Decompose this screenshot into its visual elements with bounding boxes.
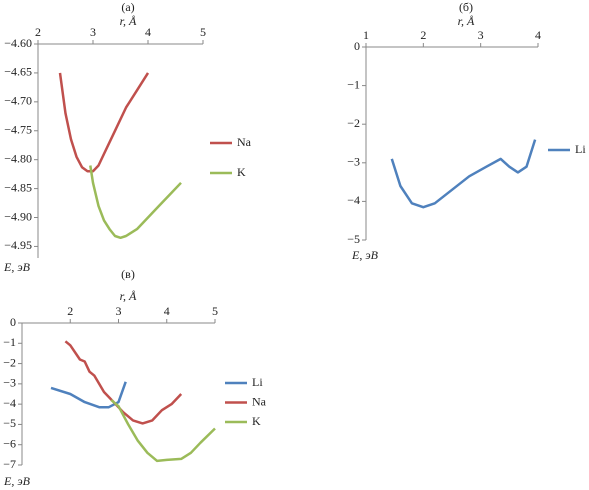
y-tick-label: −4 <box>347 193 360 207</box>
y-tick-label: −4.70 <box>4 94 32 108</box>
chart-title: (а) <box>121 0 134 14</box>
y-axis-label: E, эВ <box>3 474 31 488</box>
x-tick-label: 2 <box>420 28 426 42</box>
y-tick-label: 0 <box>10 315 16 329</box>
y-tick-label: −4.65 <box>4 65 32 79</box>
data-line <box>390 139 537 209</box>
x-tick-label: 3 <box>116 304 122 318</box>
x-tick-label: 5 <box>212 304 218 318</box>
x-tick-label: 2 <box>35 25 41 39</box>
legend-label: Li <box>575 142 586 156</box>
y-tick-label: −4.75 <box>4 123 32 137</box>
y-tick-label: −5 <box>3 416 16 430</box>
y-tick-label: −5 <box>347 232 360 246</box>
x-tick-label: 5 <box>200 25 206 39</box>
x-tick-label: 4 <box>164 304 170 318</box>
y-tick-label: −1 <box>3 335 16 349</box>
legend-label: K <box>252 414 261 428</box>
y-tick-label: −4.90 <box>4 209 32 223</box>
y-tick-label: −4 <box>3 396 16 410</box>
legend-label: Na <box>252 394 267 408</box>
y-tick-label: −4.80 <box>4 151 32 165</box>
data-line <box>89 165 182 240</box>
data-line <box>64 340 183 425</box>
legend-label: Na <box>237 135 252 149</box>
x-axis-label: r, Å <box>458 14 475 28</box>
x-axis-label: r, Å <box>120 289 137 303</box>
y-tick-label: −3 <box>3 376 16 390</box>
x-axis-label: r, Å <box>120 14 137 28</box>
y-tick-label: −4.85 <box>4 180 32 194</box>
y-tick-label: −1 <box>347 77 360 91</box>
legend-label: K <box>237 165 246 179</box>
chart-title: (в) <box>121 267 135 281</box>
data-line <box>50 381 127 409</box>
y-tick-label: −4.60 <box>4 36 32 50</box>
chart-title: (б) <box>459 0 473 14</box>
y-axis-label: E, эВ <box>3 260 31 274</box>
x-tick-label: 2 <box>67 304 73 318</box>
data-line <box>110 399 216 463</box>
y-tick-label: −4.95 <box>4 238 32 252</box>
legend-label: Li <box>252 375 263 389</box>
y-tick-label: 0 <box>354 39 360 53</box>
x-tick-label: 4 <box>535 28 541 42</box>
data-line <box>58 72 150 173</box>
y-tick-label: −6 <box>3 436 16 450</box>
x-tick-label: 3 <box>90 25 96 39</box>
x-tick-label: 4 <box>145 25 151 39</box>
y-axis-label: E, эВ <box>351 248 379 262</box>
x-tick-label: 1 <box>363 28 369 42</box>
x-tick-label: 3 <box>478 28 484 42</box>
y-tick-label: −2 <box>3 355 16 369</box>
y-tick-label: −7 <box>3 457 16 471</box>
y-tick-label: −2 <box>347 116 360 130</box>
y-tick-label: −3 <box>347 155 360 169</box>
